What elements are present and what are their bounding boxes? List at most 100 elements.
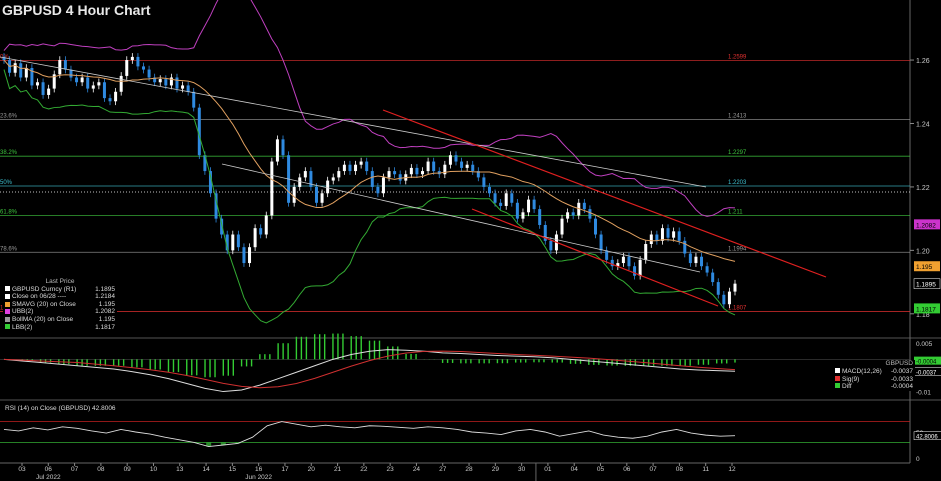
rsi-value-tag-label: 42.8006 — [916, 435, 938, 441]
legend-swatch — [5, 301, 10, 307]
legend-swatch — [5, 293, 10, 299]
fib-ratio-label: 78.6% — [0, 246, 18, 252]
candle — [348, 164, 352, 172]
candle — [136, 56, 140, 67]
x-tick-label: 24 — [413, 466, 421, 473]
fib-value-label: 1.2599 — [728, 54, 747, 60]
x-tick-label: 29 — [492, 466, 500, 473]
candle — [616, 263, 620, 267]
macd-legend-series-value: -0.0033 — [890, 375, 913, 383]
macd-legend-series-name: Sig(9) — [842, 375, 860, 383]
x-tick-label: 22 — [360, 466, 368, 473]
candle — [30, 67, 34, 86]
candle — [292, 186, 296, 203]
candle — [476, 171, 480, 178]
sma-20-line — [3, 59, 736, 262]
candle — [41, 82, 45, 95]
macd-legend-entry: MACD(12,26) -0.0037 — [835, 367, 913, 376]
candle — [2, 56, 6, 61]
legend-series-name: BollMA (20) on Close — [12, 315, 74, 323]
x-tick-label: 28 — [465, 466, 473, 473]
macd-value-tag-label: -0.0004 — [916, 360, 937, 366]
candle — [153, 77, 157, 83]
macd-legend-series-name: MACD(12,26) — [842, 367, 882, 375]
candle — [97, 82, 101, 86]
x-tick-label: 07 — [71, 466, 79, 473]
candle — [532, 199, 536, 210]
macd-legend-header: GBPUSD — [885, 360, 913, 367]
month-label: Jul 2022 — [36, 474, 61, 481]
candle — [432, 161, 436, 172]
legend-entry: UBB(2) 1.2082 — [5, 308, 115, 316]
candle — [683, 240, 687, 254]
candle — [633, 266, 637, 276]
candle — [593, 218, 597, 235]
candle — [225, 234, 229, 251]
candle — [197, 107, 201, 156]
x-tick-label: 06 — [623, 466, 631, 473]
candle — [387, 171, 391, 178]
candle — [24, 67, 28, 78]
candle — [733, 283, 737, 292]
candle — [499, 202, 503, 206]
macd-legend: GBPUSD MACD(12,26) -0.0037 Sig(9) -0.0033 Di… — [833, 360, 915, 392]
candle — [214, 193, 218, 219]
candle — [119, 75, 123, 92]
candle — [337, 171, 341, 178]
candle — [638, 259, 642, 276]
candle — [58, 60, 62, 75]
chart-title: GBPUSD 4 Hour Chart — [2, 2, 151, 18]
candle — [169, 77, 173, 86]
legend-series-value: 1.1895 — [95, 285, 115, 293]
candle — [91, 85, 95, 89]
candle — [409, 167, 413, 175]
candle — [582, 202, 586, 210]
legend-entry: LBB(2) 1.1817 — [5, 324, 115, 332]
legend-series-value: 1.1817 — [95, 323, 115, 331]
candle — [566, 212, 570, 219]
x-tick-label: 08 — [97, 466, 105, 473]
candle — [493, 193, 497, 203]
macd-y-tick-label: 0.005 — [916, 341, 933, 348]
candle — [672, 231, 676, 238]
candle — [86, 77, 90, 89]
macd-line — [3, 349, 736, 393]
x-tick-label: 08 — [676, 466, 684, 473]
value-tag-label: 1.2082 — [916, 222, 936, 229]
legend-series-name: Close on 06/28 ---- — [12, 293, 67, 301]
candle — [248, 247, 252, 264]
candle — [621, 256, 625, 264]
candle — [314, 186, 318, 203]
candle — [259, 228, 263, 235]
candle — [236, 234, 240, 248]
candle — [354, 164, 358, 172]
lower-bollinger-band — [3, 69, 736, 324]
x-tick-label: 01 — [544, 466, 552, 473]
candle — [270, 161, 274, 216]
x-tick-label: 15 — [229, 466, 237, 473]
candle — [610, 259, 614, 267]
macd-value-tag-label: -0.0037 — [916, 370, 937, 376]
candle — [19, 63, 23, 78]
x-tick-label: 30 — [518, 466, 526, 473]
x-tick-label: 09 — [124, 466, 132, 473]
fib-value-label: 1.1994 — [728, 246, 747, 252]
candle — [448, 155, 452, 165]
candle — [52, 74, 56, 89]
candle — [231, 234, 235, 251]
rsi-y-tick-label: 0 — [916, 456, 920, 463]
candle — [114, 91, 118, 102]
candle — [181, 85, 185, 89]
candle — [69, 69, 73, 78]
trendline-lower — [221, 163, 701, 273]
candle — [35, 82, 39, 86]
legend-swatch — [5, 286, 10, 292]
macd-legend-series-value: -0.0037 — [890, 367, 913, 375]
candle — [158, 79, 162, 83]
fib-ratio-label: 50% — [0, 180, 13, 186]
value-tag — [914, 303, 940, 314]
candle — [655, 234, 659, 241]
candle — [677, 231, 681, 241]
x-tick-label: 14 — [202, 466, 210, 473]
